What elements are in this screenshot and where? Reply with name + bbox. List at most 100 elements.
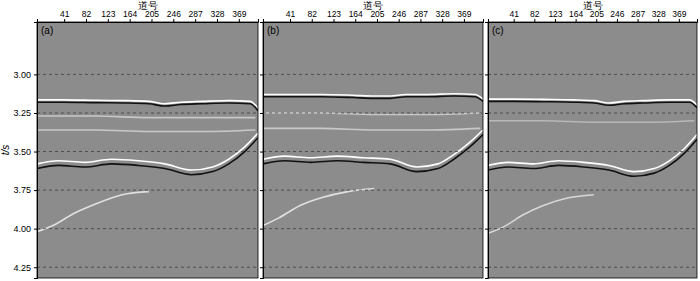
- horizon: [37, 138, 258, 175]
- axis-line: [264, 19, 484, 23]
- grid-line: [37, 228, 258, 229]
- tick-label: 41: [286, 9, 296, 19]
- horizon: [263, 135, 483, 172]
- tick: [260, 267, 263, 268]
- tick: 369: [232, 9, 246, 22]
- axis-line: [489, 19, 698, 23]
- tick-label: 82: [308, 9, 318, 19]
- tick-label: 41: [509, 9, 519, 19]
- axis-line: [485, 23, 489, 279]
- grid-line: [488, 267, 697, 268]
- tick: 123: [101, 9, 115, 22]
- tick: 164: [123, 9, 137, 22]
- horizon: [37, 192, 149, 232]
- tick: 369: [457, 9, 471, 22]
- tick-label: 3.00: [13, 70, 31, 80]
- horizon: [37, 130, 255, 132]
- tick: 246: [610, 9, 624, 22]
- tick-mark: [34, 190, 37, 191]
- horizon: [263, 189, 374, 226]
- tick: [260, 152, 263, 153]
- tick: [260, 113, 263, 114]
- tick-mark: [260, 74, 263, 75]
- tick-label: 246: [167, 9, 181, 19]
- tick-label: 246: [392, 9, 406, 19]
- grid-line: [263, 112, 483, 113]
- tick: 41: [60, 9, 70, 22]
- tick-mark: [34, 229, 37, 230]
- tick-mark: [485, 190, 488, 191]
- tick-mark: [260, 190, 263, 191]
- axis-line: [34, 23, 38, 279]
- tick-label: 328: [436, 9, 450, 19]
- tick-mark: [485, 267, 488, 268]
- tick-mark: [260, 229, 263, 230]
- tick-mark: [86, 19, 87, 22]
- tick-mark: [312, 19, 313, 22]
- plot-frame: [37, 22, 258, 278]
- tick-mark: [34, 113, 37, 114]
- plot-background: [263, 22, 483, 278]
- panel-label: (c): [492, 25, 504, 36]
- tick: [485, 152, 488, 153]
- tick-mark: [485, 113, 488, 114]
- tick-label: 3.75: [13, 185, 31, 195]
- tick: 123: [548, 9, 562, 22]
- tick: 3.00: [13, 70, 37, 80]
- marks: [488, 99, 697, 233]
- horizon: [37, 133, 258, 170]
- grid-line: [488, 151, 697, 152]
- grid: [488, 74, 697, 267]
- grid: [263, 74, 483, 267]
- tick-mark: [130, 19, 131, 22]
- tick: 328: [210, 9, 224, 22]
- grid-line: [263, 74, 483, 75]
- horizon: [263, 128, 480, 130]
- tick-label: 164: [123, 9, 137, 19]
- tick: [260, 74, 263, 75]
- tick-mark: [617, 19, 618, 22]
- tick: 3.25: [13, 108, 37, 118]
- tick-mark: [290, 19, 291, 22]
- tick-mark: [679, 19, 680, 22]
- tick-label: 123: [548, 9, 562, 19]
- tick-mark: [485, 152, 488, 153]
- tick-mark: [658, 19, 659, 22]
- tick: 4.00: [13, 224, 37, 234]
- tick: 3.75: [13, 185, 37, 195]
- plot-frame: [263, 22, 483, 278]
- tick-mark: [596, 19, 597, 22]
- tick-mark: [34, 267, 37, 268]
- tick: [485, 113, 488, 114]
- y-axis: [260, 23, 264, 279]
- panel: 4182123164205246287328369道号(b): [260, 0, 484, 279]
- tick-mark: [534, 19, 535, 22]
- tick: 246: [167, 9, 181, 22]
- tick-mark: [638, 19, 639, 22]
- axis-line: [38, 19, 259, 23]
- tick-mark: [64, 19, 65, 22]
- tick: 3.50: [13, 147, 37, 157]
- tick-label: 4.25: [13, 263, 31, 273]
- tick-label: 369: [672, 9, 686, 19]
- axis-line: [260, 23, 264, 279]
- grid-line: [488, 74, 697, 75]
- tick: [260, 229, 263, 230]
- tick-label: 82: [82, 9, 92, 19]
- grid-line: [37, 190, 258, 191]
- tick-label: 246: [610, 9, 624, 19]
- horizon: [488, 139, 697, 176]
- axis-title: 道号: [583, 0, 603, 11]
- grid-line: [37, 267, 258, 268]
- tick: 4.25: [13, 263, 37, 273]
- tick: [485, 229, 488, 230]
- tick: 328: [652, 9, 666, 22]
- tick-mark: [555, 19, 556, 22]
- plot-frame: [488, 22, 697, 278]
- tick: 41: [286, 9, 296, 22]
- plot-background: [37, 22, 258, 278]
- tick-mark: [195, 19, 196, 22]
- y-axis: 3.00 3.25 3.50 3.75 4.00 4.25: [13, 23, 37, 279]
- figure: 41821231642052462873283693.003.253.503.7…: [0, 0, 700, 281]
- tick: 82: [82, 9, 92, 22]
